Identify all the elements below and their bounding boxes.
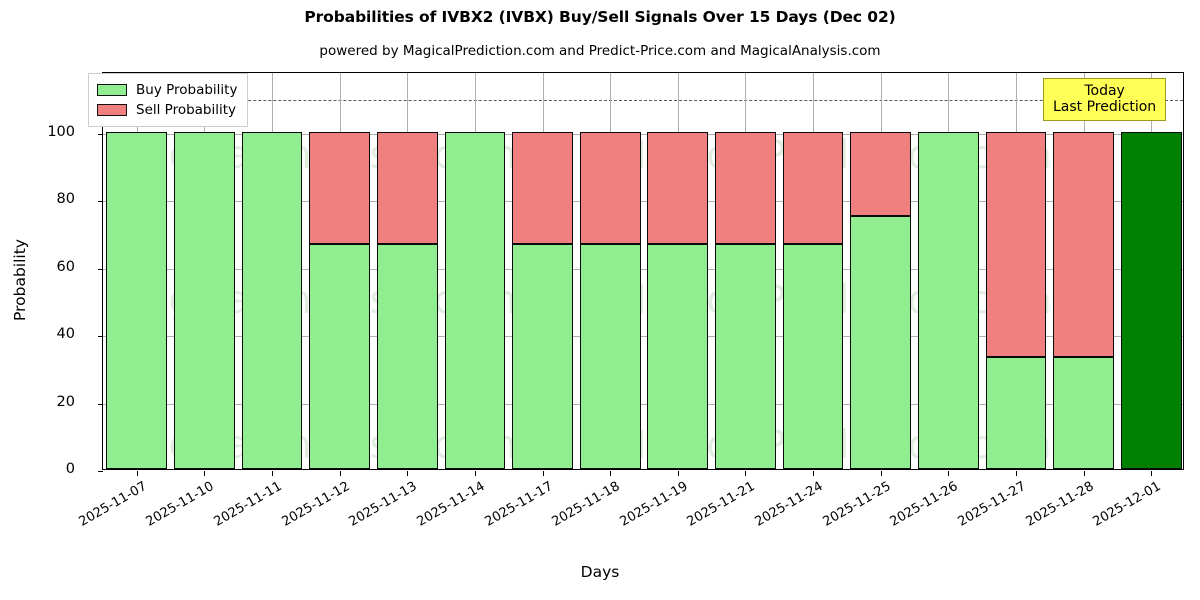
bar-segment-buy[interactable] (106, 131, 168, 469)
y-axis-tick-label: 60 (56, 258, 75, 275)
plot-canvas: MagicalAnalysis.comMagicalPrediction.com… (103, 73, 1183, 469)
bar-group[interactable] (444, 73, 506, 469)
y-axis-tick-mark (98, 471, 103, 472)
bar-segment-buy[interactable] (309, 244, 371, 469)
bar-group[interactable] (782, 73, 844, 469)
gridline-horizontal (103, 403, 1183, 405)
x-axis-tick-mark (542, 471, 544, 476)
x-axis-tick-mark (745, 471, 747, 476)
bar-segment-buy[interactable] (715, 244, 776, 469)
bar-segment-buy[interactable] (512, 244, 573, 469)
bar-segment-buy[interactable] (1053, 356, 1114, 469)
gridline-horizontal (103, 201, 1183, 203)
legend-item-buy[interactable]: Buy Probability (97, 80, 237, 100)
bar-group[interactable] (1053, 73, 1114, 469)
x-axis-tick-mark (407, 471, 409, 476)
today-annotation-line1: Today (1084, 83, 1125, 99)
bar-segment-today[interactable] (1120, 131, 1182, 469)
y-axis-tick-mark (98, 133, 103, 135)
legend-swatch-sell (97, 104, 127, 116)
bar-segment-buy[interactable] (985, 356, 1047, 469)
x-axis-tick-mark (610, 471, 612, 476)
today-annotation-line2: Last Prediction (1053, 99, 1157, 116)
bar-segment-buy[interactable] (850, 216, 912, 469)
bar-segment-sell[interactable] (715, 131, 776, 245)
bar-segment-buy[interactable] (174, 131, 235, 469)
y-axis-tick-label: 0 (65, 461, 75, 477)
y-axis-tick-mark (98, 336, 103, 338)
page-subtitle: powered by MagicalPrediction.com and Pre… (319, 43, 881, 59)
x-axis-tick-mark (474, 471, 476, 476)
legend-label-buy: Buy Probability (136, 82, 238, 98)
bar-group[interactable] (174, 73, 235, 469)
x-axis-tick-mark (813, 471, 815, 476)
x-axis-title: Days (580, 563, 620, 581)
reference-line (103, 99, 1183, 101)
bar-group[interactable] (850, 73, 912, 469)
x-axis-tick-mark (272, 471, 274, 476)
x-axis-tick-mark (948, 471, 950, 476)
gridline-horizontal (103, 133, 1183, 135)
bar-segment-buy[interactable] (782, 244, 844, 469)
y-axis-tick-label: 20 (56, 393, 75, 410)
x-axis-tick-mark (1015, 471, 1017, 476)
today-annotation: Today Last Prediction (1043, 78, 1167, 122)
y-axis-tick-mark (98, 403, 103, 405)
y-axis-tick-label: 100 (47, 123, 75, 140)
x-axis-tick-mark (136, 471, 138, 476)
bar-segment-buy[interactable] (647, 244, 709, 469)
bar-group[interactable] (106, 73, 168, 469)
x-axis-tick-mark (1151, 471, 1153, 476)
bar-segment-buy[interactable] (241, 131, 303, 469)
bar-group[interactable] (309, 73, 371, 469)
bar-segment-sell[interactable] (309, 131, 371, 245)
bar-group[interactable] (241, 73, 303, 469)
bar-segment-buy[interactable] (579, 244, 641, 469)
chart-legend: Buy Probability Sell Probability (88, 73, 249, 127)
x-axis-tick-mark (677, 471, 679, 476)
bar-segment-sell[interactable] (579, 131, 641, 245)
y-axis-tick-mark (98, 268, 103, 270)
y-axis-tick-label: 40 (56, 326, 75, 343)
y-axis-title: Probability (11, 239, 29, 321)
bar-group[interactable] (579, 73, 641, 469)
legend-label-sell: Sell Probability (136, 102, 237, 118)
bar-segment-buy[interactable] (444, 131, 506, 469)
bar-segment-buy[interactable] (917, 131, 979, 469)
bar-segment-sell[interactable] (512, 131, 573, 245)
bar-segment-sell[interactable] (985, 131, 1047, 357)
y-axis-tick-mark (98, 201, 103, 203)
bar-segment-sell[interactable] (782, 131, 844, 245)
bar-segment-sell[interactable] (850, 131, 912, 217)
bar-group[interactable] (985, 73, 1047, 469)
bar-segment-sell[interactable] (376, 131, 438, 245)
page-title: Probabilities of IVBX2 (IVBX) Buy/Sell S… (304, 8, 896, 26)
plot-area: MagicalAnalysis.comMagicalPrediction.com… (47, 72, 1184, 477)
y-axis-tick-label: 80 (56, 191, 75, 208)
bar-group[interactable] (376, 73, 438, 469)
bar-group[interactable] (647, 73, 709, 469)
bar-group[interactable] (512, 73, 573, 469)
x-axis-tick-mark (204, 471, 206, 476)
x-axis-tick-mark (339, 471, 341, 476)
bar-group[interactable] (917, 73, 979, 469)
bar-group[interactable] (715, 73, 776, 469)
x-axis-tick-mark (1083, 471, 1085, 476)
legend-swatch-buy (97, 84, 127, 96)
bar-segment-buy[interactable] (376, 244, 438, 469)
bar-segment-sell[interactable] (647, 131, 709, 245)
gridline-horizontal (103, 268, 1183, 270)
gridline-horizontal (103, 336, 1183, 338)
bar-segment-sell[interactable] (1053, 131, 1114, 357)
legend-item-sell[interactable]: Sell Probability (97, 100, 237, 120)
bar-group[interactable] (1120, 73, 1182, 469)
x-axis-tick-mark (880, 471, 882, 476)
